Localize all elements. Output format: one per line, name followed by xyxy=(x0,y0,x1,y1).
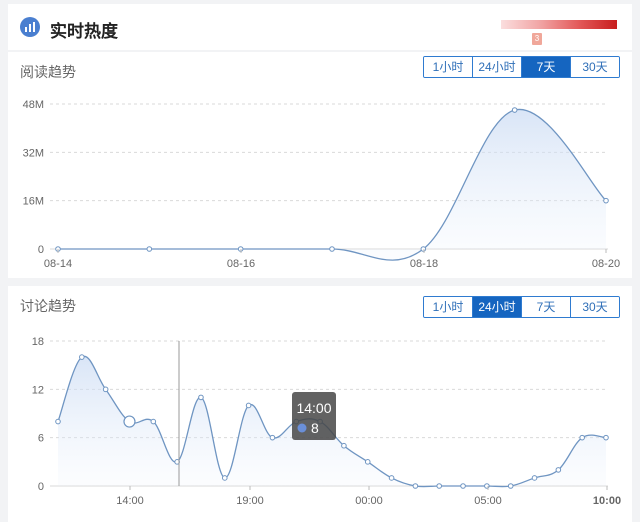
area-fill xyxy=(58,356,606,487)
realtime-heat-header: 实时热度 3 xyxy=(8,4,632,50)
x-tick-label: 05:00 xyxy=(474,495,502,507)
y-tick-label: 16M xyxy=(23,196,44,208)
data-point[interactable] xyxy=(388,475,395,481)
heat-scale-bar xyxy=(501,20,617,29)
data-point[interactable] xyxy=(55,418,61,425)
data-point[interactable] xyxy=(507,483,514,489)
data-point[interactable] xyxy=(364,459,371,465)
data-point[interactable] xyxy=(329,246,335,252)
discussion-trend-chart[interactable]: 0 6 12 18 14:00 19:00 00:00 05:00 10:00 14:00 8 xyxy=(8,286,632,522)
x-tick-label: 00:00 xyxy=(355,495,383,507)
tab-24h[interactable]: 24小时 xyxy=(473,57,522,77)
reading-trend-title: 阅读趋势 xyxy=(20,64,76,80)
y-tick-label: 0 xyxy=(38,244,44,256)
data-point[interactable] xyxy=(245,402,252,409)
y-tick-label: 12 xyxy=(32,384,44,396)
y-tick-label: 48M xyxy=(23,99,44,111)
x-tick-label: 19:00 xyxy=(236,495,264,507)
discussion-range-tabs: 1小时 24小时 7天 30天 xyxy=(423,296,620,318)
data-point[interactable] xyxy=(198,394,204,401)
data-point[interactable] xyxy=(511,107,518,113)
data-point[interactable] xyxy=(79,354,85,360)
tab-7d[interactable]: 7天 xyxy=(522,57,571,77)
x-tick-label: 08-18 xyxy=(410,258,438,270)
x-tick-label: 08-16 xyxy=(227,258,255,270)
y-tick-label: 6 xyxy=(38,433,44,445)
data-point[interactable] xyxy=(420,246,427,252)
tooltip-value: 8 xyxy=(311,420,319,436)
tab-7d[interactable]: 7天 xyxy=(522,297,571,317)
data-point[interactable] xyxy=(603,197,609,204)
data-point[interactable] xyxy=(221,475,228,481)
data-point[interactable] xyxy=(555,467,562,473)
highlighted-point[interactable] xyxy=(123,415,136,428)
tab-30d[interactable]: 30天 xyxy=(571,297,619,317)
discussion-trend-panel: 讨论趋势 1小时 24小时 7天 30天 0 6 12 18 14:00 19:00 00:… xyxy=(8,286,632,522)
x-tick-label: 10:00 xyxy=(593,495,621,507)
data-point[interactable] xyxy=(341,442,347,449)
page-title: 实时热度 xyxy=(50,22,118,41)
tab-30d[interactable]: 30天 xyxy=(571,57,619,77)
reading-trend-panel: 阅读趋势 1小时 24小时 7天 30天 0 16M 32M 48M 08-14 08-1… xyxy=(8,52,632,278)
discussion-trend-title: 讨论趋势 xyxy=(20,298,76,314)
data-point[interactable] xyxy=(269,434,276,441)
x-tick-label: 08-20 xyxy=(592,258,620,270)
series-line xyxy=(58,108,607,261)
chart-tooltip: 14:00 8 xyxy=(292,392,336,440)
data-point[interactable] xyxy=(603,434,609,441)
y-tick-label: 0 xyxy=(38,481,44,493)
y-tick-label: 18 xyxy=(32,336,44,348)
data-point[interactable] xyxy=(531,475,538,481)
reading-range-tabs: 1小时 24小时 7天 30天 xyxy=(423,56,620,78)
tooltip-series-dot xyxy=(297,423,307,433)
heat-level-marker: 3 xyxy=(532,33,542,45)
tab-24h[interactable]: 24小时 xyxy=(473,297,522,317)
area-fill xyxy=(58,109,606,261)
data-point[interactable] xyxy=(412,483,419,489)
y-tick-label: 32M xyxy=(23,147,44,159)
data-point[interactable] xyxy=(579,434,585,441)
x-tick-label: 08-14 xyxy=(44,258,72,270)
data-point[interactable] xyxy=(436,483,443,489)
data-point[interactable] xyxy=(146,246,153,252)
tab-1h[interactable]: 1小时 xyxy=(424,57,473,77)
chart-icon xyxy=(20,17,40,37)
reading-trend-chart: 0 16M 32M 48M 08-14 08-16 08-18 08-20 xyxy=(23,99,620,270)
tab-1h[interactable]: 1小时 xyxy=(424,297,473,317)
data-point[interactable] xyxy=(150,418,157,425)
x-tick-label: 14:00 xyxy=(116,495,144,507)
data-point[interactable] xyxy=(102,386,109,393)
data-point[interactable] xyxy=(460,483,466,489)
tooltip-time: 14:00 xyxy=(296,400,331,416)
